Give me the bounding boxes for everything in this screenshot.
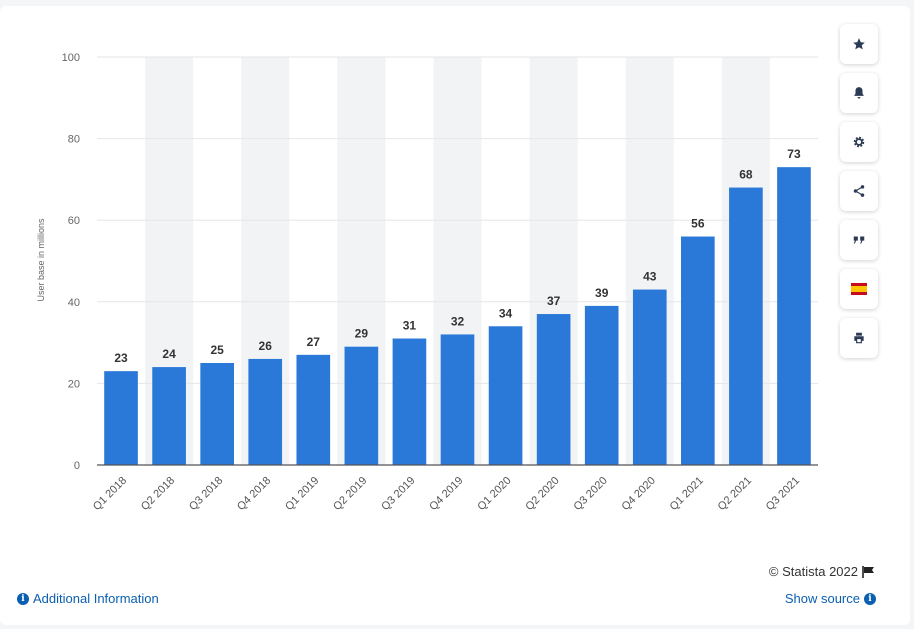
bar[interactable] (392, 338, 427, 465)
x-tick-label: Q2 2019 (331, 475, 369, 513)
copyright-credit: © Statista 2022 (769, 564, 876, 579)
x-tick-label: Q3 2020 (571, 475, 609, 513)
data-label: 32 (451, 314, 465, 328)
bar[interactable] (344, 346, 379, 465)
x-tick-label: Q2 2020 (523, 475, 561, 513)
x-tick-label: Q2 2021 (716, 475, 754, 513)
x-tick-label: Q3 2021 (764, 475, 802, 513)
bar[interactable] (536, 314, 571, 465)
x-tick-label: Q3 2019 (379, 475, 417, 513)
y-axis-label: User base in millions (36, 218, 46, 302)
bar[interactable] (104, 371, 138, 465)
y-axis: 0 20 40 60 80 100 (62, 52, 80, 472)
data-label: 34 (499, 306, 513, 320)
bar[interactable] (632, 289, 667, 465)
bar[interactable] (440, 334, 475, 465)
data-label: 73 (787, 147, 801, 161)
gear-icon (853, 136, 865, 148)
data-label: 39 (595, 286, 609, 300)
data-label: 37 (547, 294, 561, 308)
value-labels: 23 24 25 26 27 29 31 32 34 37 39 43 56 68 73 (114, 147, 801, 365)
notification-button[interactable] (840, 73, 878, 113)
flag-icon (851, 283, 867, 295)
share-button[interactable] (840, 171, 878, 211)
data-label: 68 (739, 168, 753, 182)
y-tick-label: 20 (68, 378, 80, 390)
data-label: 27 (307, 335, 321, 349)
flag-icon (862, 565, 874, 578)
bar[interactable] (681, 236, 715, 465)
x-tick-label: Q1 2019 (283, 475, 321, 513)
credit-text: © Statista 2022 (768, 564, 858, 579)
additional-information-link[interactable]: i Additional Information (17, 591, 159, 606)
quote-icon (853, 236, 865, 244)
y-tick-label: 0 (74, 460, 80, 472)
bar[interactable] (248, 358, 283, 465)
bar[interactable] (488, 326, 523, 465)
x-tick-label: Q4 2018 (235, 475, 273, 513)
bar[interactable] (152, 367, 186, 465)
x-tick-label: Q4 2020 (620, 475, 658, 513)
data-label: 23 (114, 351, 128, 365)
x-tick-label: Q1 2018 (91, 475, 129, 513)
x-tick-label: Q4 2019 (427, 475, 465, 513)
bar[interactable] (584, 305, 619, 465)
bar[interactable] (200, 363, 234, 465)
share-icon (853, 185, 865, 197)
y-tick-label: 100 (62, 52, 80, 64)
data-label: 29 (355, 327, 369, 341)
data-label: 25 (210, 343, 224, 357)
bars (104, 167, 811, 465)
settings-button[interactable] (840, 122, 878, 162)
data-label: 31 (403, 319, 417, 333)
data-label: 24 (162, 347, 176, 361)
y-tick-label: 80 (68, 134, 80, 146)
show-source-link[interactable]: Show source i (785, 591, 876, 606)
y-tick-label: 60 (68, 215, 80, 227)
cite-button[interactable] (840, 220, 878, 260)
bar[interactable] (777, 167, 811, 465)
data-label: 56 (691, 217, 705, 231)
data-label: 43 (643, 270, 657, 284)
x-tick-label: Q1 2021 (668, 475, 706, 513)
print-button[interactable] (840, 318, 878, 358)
print-icon (854, 332, 864, 344)
x-tick-label: Q2 2018 (139, 475, 177, 513)
show-source-label: Show source (784, 591, 860, 606)
info-icon: i (864, 592, 876, 605)
bell-icon (854, 87, 864, 99)
chart-toolbar (840, 24, 880, 358)
x-tick-label: Q1 2020 (475, 475, 513, 513)
bar[interactable] (729, 187, 763, 465)
star-icon (853, 38, 865, 50)
y-tick-label: 40 (68, 297, 80, 309)
language-button[interactable] (840, 269, 878, 309)
x-axis: Q1 2018 Q2 2018 Q3 2018 Q4 2018 Q1 2019 Q2 20… (91, 475, 802, 513)
data-label: 26 (259, 339, 273, 353)
info-icon: i (17, 592, 29, 605)
favorite-button[interactable] (840, 24, 878, 64)
x-tick-label: Q3 2018 (187, 475, 225, 513)
bar[interactable] (296, 354, 331, 465)
additional-information-label: Additional Information (33, 591, 159, 606)
